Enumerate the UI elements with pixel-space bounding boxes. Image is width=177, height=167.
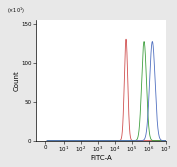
X-axis label: FITC-A: FITC-A: [90, 155, 112, 161]
Y-axis label: Count: Count: [14, 70, 20, 91]
Text: $(\times10^1)$: $(\times10^1)$: [7, 6, 25, 16]
